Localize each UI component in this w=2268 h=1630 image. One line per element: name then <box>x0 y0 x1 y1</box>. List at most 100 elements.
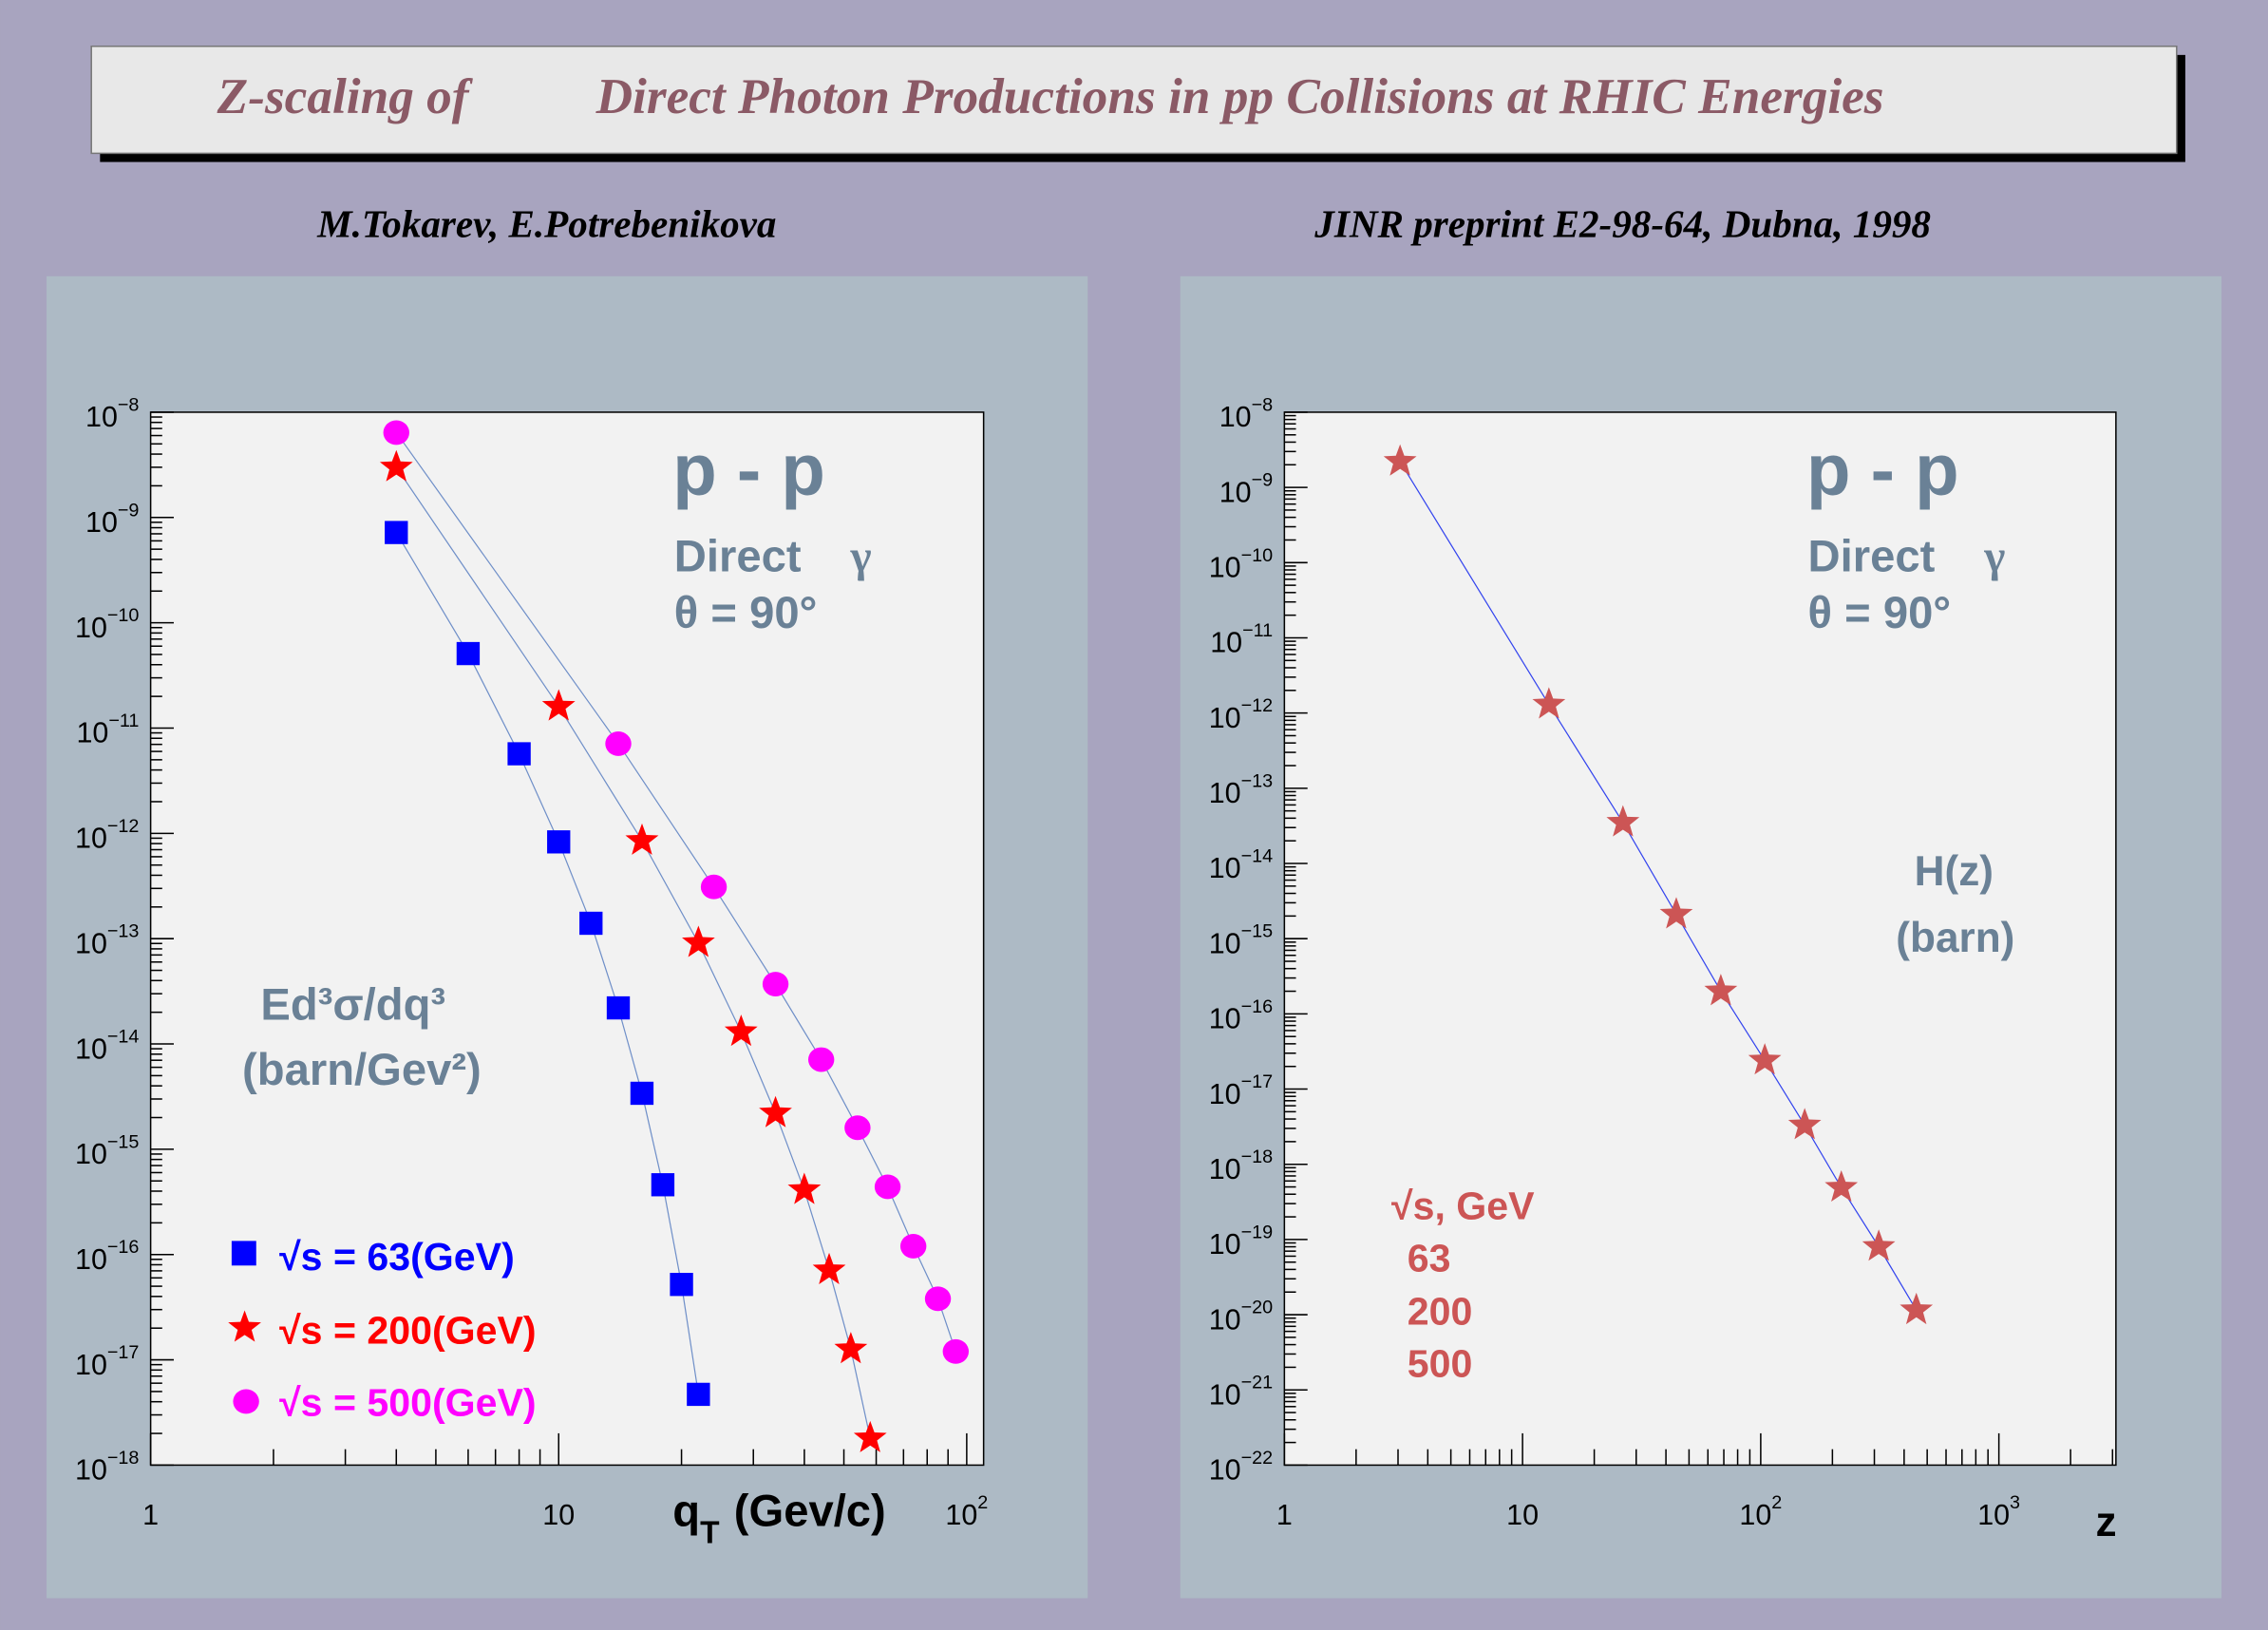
data-point-star <box>1704 974 1738 1006</box>
right-legend-entry-500: 500 <box>1408 1342 1473 1386</box>
data-point-star <box>853 1420 887 1452</box>
left-data-marks <box>379 420 970 1452</box>
right-plot-frame <box>1283 411 2117 1467</box>
y-tick-base: 10 <box>1209 1454 1241 1487</box>
y-tick-base: 10 <box>1209 1378 1241 1411</box>
x-tick-exponent: 2 <box>1771 1492 1782 1513</box>
data-point-square <box>456 641 481 666</box>
left-xlabel: qT (Gev/c) <box>672 1486 886 1550</box>
y-tick-label: 10−17 <box>75 1342 139 1381</box>
y-tick-exponent: −10 <box>1241 545 1274 566</box>
series-line-2 <box>395 432 956 1352</box>
y-tick-label: 10−16 <box>75 1237 139 1276</box>
right-legend-entry-200: 200 <box>1408 1290 1473 1334</box>
y-tick-label: 10−8 <box>85 394 139 433</box>
data-point-star <box>787 1172 822 1204</box>
y-tick-exponent: −12 <box>107 816 140 837</box>
legend-label-500: √s = 500(GeV) <box>279 1381 537 1425</box>
data-point-star <box>541 689 576 721</box>
x-tick-base: 10 <box>1977 1499 2010 1531</box>
data-point-star <box>834 1332 868 1364</box>
series-line-0 <box>1399 461 1918 1311</box>
y-tick-base: 10 <box>1209 552 1241 584</box>
y-tick-label: 10−12 <box>1209 695 1273 734</box>
data-point-circle <box>924 1286 952 1312</box>
y-tick-base: 10 <box>1219 401 1252 433</box>
y-tick-exponent: −9 <box>1252 470 1274 491</box>
y-tick-exponent: −11 <box>1242 620 1273 641</box>
x-tick-label: 10 <box>542 1499 575 1531</box>
y-tick-label: 10−8 <box>1219 394 1273 433</box>
y-tick-exponent: −19 <box>1241 1222 1274 1242</box>
data-point-star <box>1659 897 1693 929</box>
y-tick-exponent: −17 <box>1241 1071 1274 1092</box>
y-tick-base: 10 <box>75 1243 107 1276</box>
left-ylabel-line2: (barn/Gev²) <box>242 1045 482 1095</box>
data-point-circle <box>605 731 632 756</box>
x-tick-label: 10 <box>1506 1499 1539 1531</box>
y-tick-label: 10−9 <box>85 500 139 539</box>
y-tick-exponent: −8 <box>118 394 140 415</box>
y-tick-label: 10−11 <box>76 711 139 749</box>
left-process-label: Direct <box>674 531 802 581</box>
left-angle-label: θ = 90° <box>674 588 818 638</box>
data-point-star <box>1899 1292 1934 1325</box>
y-tick-label: 10−14 <box>75 1027 139 1066</box>
right-system-label: p - p <box>1806 430 1959 511</box>
right-xlabel: z <box>2096 1499 2117 1545</box>
y-tick-label: 10−17 <box>1209 1071 1273 1110</box>
y-tick-label: 10−22 <box>1209 1448 1273 1487</box>
y-tick-label: 10−11 <box>1210 620 1273 659</box>
y-tick-exponent: −16 <box>107 1237 140 1258</box>
y-tick-exponent: −12 <box>1241 695 1274 716</box>
data-point-square <box>687 1382 710 1407</box>
x-tick-label: 102 <box>1739 1492 1782 1531</box>
left-plot-frame <box>149 411 985 1467</box>
y-tick-label: 10−15 <box>1209 921 1273 960</box>
right-process-label: Direct <box>1808 531 1936 581</box>
y-tick-base: 10 <box>85 401 118 433</box>
y-tick-base: 10 <box>1209 1078 1241 1110</box>
y-tick-exponent: −15 <box>107 1131 140 1152</box>
left-gamma-label: γ <box>850 532 872 581</box>
y-tick-exponent: −8 <box>1252 394 1274 415</box>
left-axes: 10−810−910−1010−1110−1210−1310−1410−1510… <box>75 394 988 1530</box>
left-ylabel-line1: Ed³σ/dq³ <box>260 979 445 1030</box>
data-point-circle <box>874 1174 901 1200</box>
y-tick-base: 10 <box>1210 627 1242 659</box>
data-point-square <box>385 521 408 544</box>
data-point-circle <box>807 1047 835 1072</box>
y-tick-base: 10 <box>1209 1003 1241 1035</box>
data-point-star <box>724 1014 758 1047</box>
right-angle-label: θ = 90° <box>1808 588 1952 638</box>
y-tick-exponent: −14 <box>107 1027 140 1048</box>
y-tick-label: 10−12 <box>75 816 139 855</box>
left-system-label: p - p <box>672 430 825 511</box>
series-line-0 <box>395 532 699 1395</box>
title-box <box>90 45 2178 155</box>
data-point-circle <box>383 420 409 445</box>
y-tick-base: 10 <box>75 612 107 644</box>
y-tick-label: 10−14 <box>1209 845 1273 884</box>
right-gamma-label: γ <box>1983 532 2005 581</box>
y-tick-label: 10−13 <box>75 921 139 960</box>
data-point-square <box>651 1173 675 1197</box>
y-tick-base: 10 <box>1209 1303 1241 1336</box>
right-axes: 10−810−910−1010−1110−1210−1310−1410−1510… <box>1209 394 2114 1531</box>
data-point-star <box>1748 1043 1782 1075</box>
right-legend-title: √s, GeV <box>1391 1185 1535 1228</box>
y-tick-exponent: −18 <box>1241 1147 1274 1167</box>
y-tick-exponent: −16 <box>1241 996 1274 1017</box>
y-tick-label: 10−10 <box>1209 545 1273 584</box>
data-point-star <box>1383 444 1417 476</box>
y-tick-label: 10−9 <box>1219 470 1273 509</box>
y-tick-base: 10 <box>75 1454 107 1487</box>
y-tick-exponent: −22 <box>1241 1448 1274 1469</box>
y-tick-exponent: −11 <box>108 711 139 731</box>
data-point-star <box>759 1095 792 1128</box>
y-tick-exponent: −21 <box>1241 1373 1274 1393</box>
y-tick-exponent: −13 <box>1241 770 1274 791</box>
data-point-star <box>812 1252 846 1284</box>
x-tick-label: 103 <box>1977 1492 2020 1531</box>
y-tick-base: 10 <box>1209 852 1241 884</box>
